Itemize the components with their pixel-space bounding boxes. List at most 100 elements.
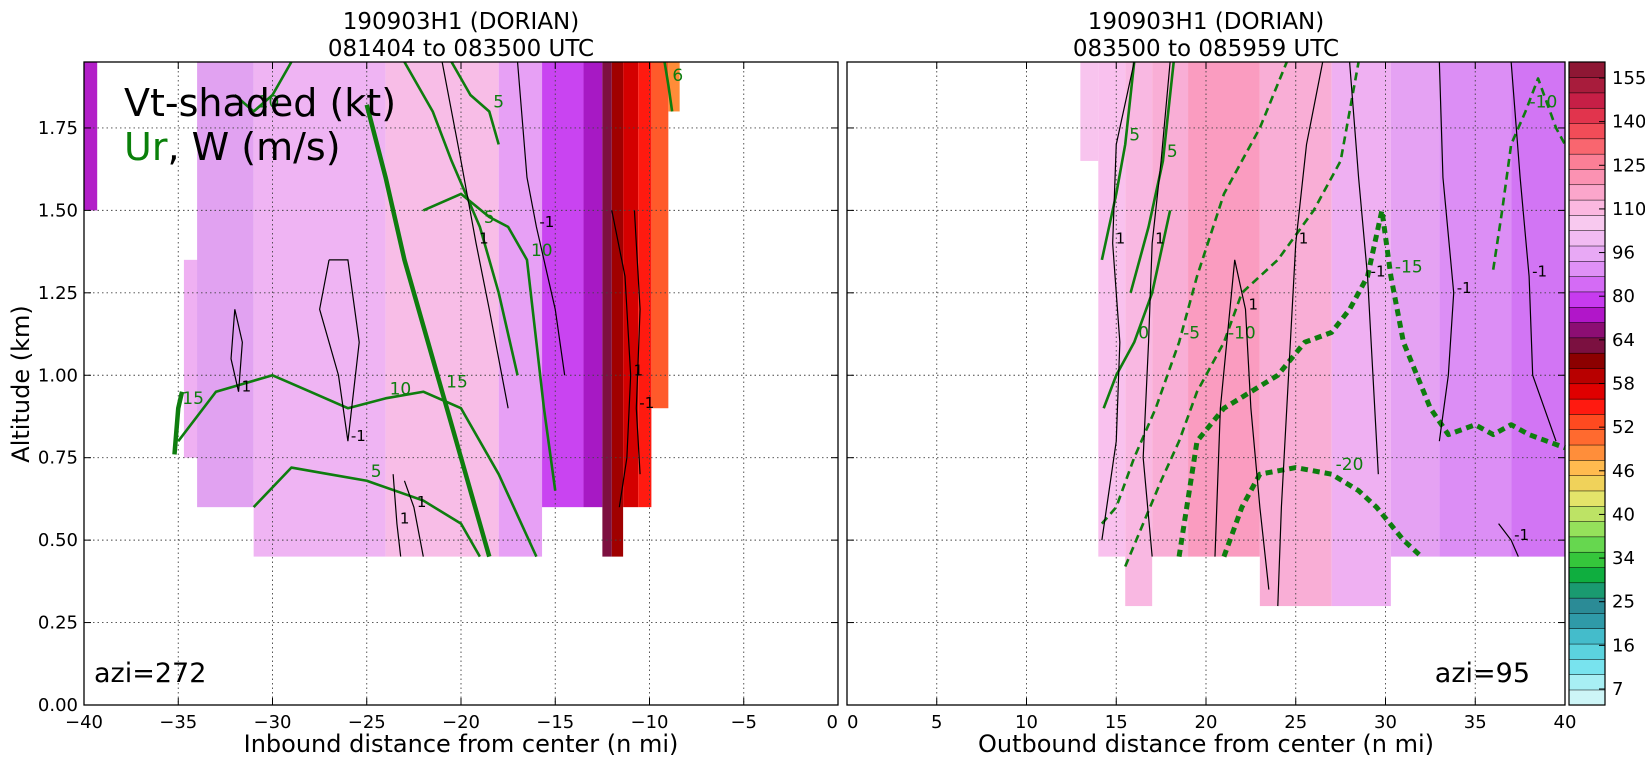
w-contour-line: [633, 210, 641, 475]
ur-contour-line: [172, 391, 185, 455]
ur-contour-line: [233, 61, 293, 113]
left-vt-shading: [84, 62, 680, 557]
w-contour-line: [611, 210, 632, 508]
vt-shade-cell: [1439, 62, 1512, 557]
legend-ur-text: Ur: [124, 125, 168, 169]
colorbar-swatch: [1568, 322, 1606, 339]
w-contour-label: 1: [634, 361, 644, 379]
w-contour-line: [1101, 61, 1135, 541]
w-contour-label: -1: [639, 394, 654, 412]
x-tick-label: 10: [1015, 712, 1038, 733]
colorbar-swatch: [1568, 184, 1606, 201]
vt-shade-cell: [623, 62, 639, 508]
ur-contour-line: [1129, 61, 1175, 294]
colorbar-tick-label: 40: [1612, 504, 1635, 525]
colorbar-swatch: [1568, 352, 1606, 369]
x-tick-label: 5: [931, 712, 942, 733]
vt-shade-cell: [385, 62, 499, 557]
right-vt-shading: [1080, 62, 1565, 607]
y-tick-label: 1.50: [38, 200, 78, 221]
right-title-line1: 190903H1 (DORIAN): [1088, 9, 1325, 35]
colorbar-swatch: [1568, 674, 1606, 691]
colorbar-tick-label: 7: [1612, 679, 1623, 700]
y-tick-label: 0.25: [38, 613, 78, 634]
w-contour-label: 1: [1299, 229, 1309, 247]
colorbar-tick-label: 46: [1612, 461, 1635, 482]
ur-contour-label: 6: [672, 66, 683, 86]
ur-contour-label: 10: [258, 92, 280, 112]
ur-contour-label: 15: [182, 389, 204, 409]
colorbar-tick-label: 140: [1612, 112, 1645, 133]
colorbar-tick-label: 80: [1612, 286, 1635, 307]
colorbar-swatch: [1568, 612, 1606, 630]
vt-shade-cell: [1511, 62, 1565, 557]
colorbar-swatch: [1568, 230, 1606, 247]
ur-contour-label: 5: [1167, 142, 1178, 162]
w-contour-line: [1438, 61, 1455, 442]
w-contour-label: 1: [479, 229, 489, 247]
x-tick-label: −30: [254, 712, 292, 733]
ur-contour-line: [450, 61, 500, 145]
vt-shade-cell: [651, 62, 669, 409]
ur-contour-label: 5: [493, 92, 504, 112]
colorbar-swatch: [1568, 551, 1606, 568]
ur-contour-label: -20: [1336, 455, 1364, 475]
vt-shade-cell: [498, 62, 543, 557]
ur-contour-line: [1221, 465, 1424, 559]
colorbar-swatch: [1568, 367, 1606, 385]
colorbar-tick-label: 64: [1612, 330, 1635, 351]
w-contour-line: [392, 474, 402, 557]
colorbar-swatch: [1568, 291, 1606, 308]
colorbar-swatch: [1568, 444, 1606, 461]
right-ur-contours: 5 5 0 -5 -10 -10 -15 -20: [1100, 61, 1567, 568]
ur-contour-label: -5: [1183, 323, 1200, 343]
ur-contour-line: [1176, 207, 1566, 557]
ur-contour-line: [403, 61, 519, 376]
colorbar-swatch: [1568, 153, 1606, 170]
colorbar-swatch: [1568, 505, 1606, 522]
ur-contour-line: [663, 61, 674, 112]
colorbar-swatch: [1568, 490, 1606, 507]
left-y-axis-label: Altitude (km): [7, 305, 35, 462]
colorbar-swatch: [1568, 122, 1606, 140]
x-tick-label: −10: [631, 712, 669, 733]
colorbar-swatch: [1568, 214, 1606, 231]
w-contour-label: 1: [400, 510, 410, 528]
ur-contour-label: 0: [1138, 323, 1149, 343]
colorbar-swatch: [1568, 429, 1606, 446]
w-contour-label: -1: [351, 427, 366, 445]
y-tick-label: 1.75: [38, 118, 78, 139]
w-contour-line: [1498, 523, 1519, 557]
vt-shade-cell: [668, 62, 680, 112]
colorbar-swatch: [1568, 61, 1606, 78]
colorbar-tick-label: 34: [1612, 548, 1635, 569]
colorbar-tick-label: 58: [1612, 374, 1635, 395]
ur-contour-line: [364, 104, 492, 558]
vt-shade-cell: [611, 62, 624, 557]
w-contour-line: [1214, 259, 1270, 590]
colorbar-swatch: [1568, 92, 1606, 109]
ur-contour-label: 5: [371, 462, 382, 482]
x-tick-label: 0: [847, 712, 858, 733]
ur-contour-line: [252, 466, 481, 558]
colorbar-tick-label: 96: [1612, 243, 1635, 264]
x-tick-label: 15: [1105, 712, 1128, 733]
colorbar-swatch: [1568, 260, 1606, 277]
colorbar-tick-label: 155: [1612, 68, 1645, 89]
right-title-line2: 083500 to 085959 UTC: [1073, 36, 1339, 62]
x-tick-label: 25: [1284, 712, 1307, 733]
left-title-line1: 190903H1 (DORIAN): [343, 9, 580, 35]
w-contour-line: [1510, 61, 1557, 442]
vt-shade-cell: [638, 62, 652, 508]
left-x-ticks: −40 −35 −30 −25 −20 −15 −10 −5 0: [65, 62, 839, 733]
w-contour-line: [403, 480, 424, 557]
w-contour-label: -1: [1457, 279, 1472, 297]
w-contour-label: -1: [1514, 526, 1529, 544]
w-contour-label: 1: [1155, 229, 1165, 247]
x-tick-label: −15: [536, 712, 574, 733]
right-x-ticks: 0 5 10 15 20 25 30 35 40: [846, 62, 1576, 733]
colorbar-swatch: [1568, 536, 1606, 553]
ur-contour-label: 15: [446, 373, 468, 393]
